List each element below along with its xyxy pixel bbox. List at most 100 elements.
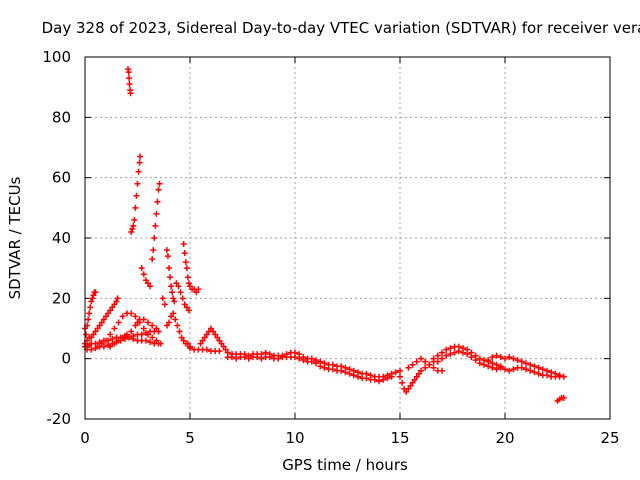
data-point	[535, 370, 542, 377]
x-tick-label: 15	[390, 429, 409, 447]
data-point	[124, 331, 130, 338]
data-point	[96, 322, 103, 329]
data-point	[119, 313, 126, 320]
data-point	[254, 354, 261, 361]
data-point	[127, 90, 134, 97]
y-tick-label: -20	[47, 410, 72, 428]
data-point	[182, 259, 189, 266]
data-point	[161, 301, 168, 308]
data-point	[107, 343, 114, 350]
data-point	[384, 375, 391, 382]
data-point	[135, 168, 142, 175]
data-point	[92, 289, 99, 296]
data-point	[132, 322, 139, 329]
data-point	[150, 247, 157, 254]
data-point	[489, 354, 496, 361]
data-point	[88, 346, 95, 353]
data-point	[506, 367, 513, 374]
data-point	[156, 180, 163, 187]
data-point	[203, 331, 210, 338]
data-point	[128, 328, 135, 335]
data-point	[94, 343, 101, 350]
data-point	[187, 283, 193, 290]
data-point	[222, 346, 229, 353]
y-tick-label: 20	[52, 289, 71, 307]
data-point	[434, 358, 441, 365]
data-point	[138, 265, 145, 272]
data-point	[149, 256, 156, 263]
data-point	[245, 355, 252, 362]
x-tick-label: 5	[185, 429, 195, 447]
data-point	[514, 357, 521, 364]
data-point	[152, 222, 159, 229]
data-point	[214, 334, 221, 341]
data-point	[172, 316, 179, 323]
data-point	[115, 337, 122, 344]
data-point	[518, 358, 525, 365]
data-point	[355, 373, 361, 380]
data-point	[212, 331, 219, 338]
data-point	[125, 69, 132, 76]
data-point	[181, 250, 188, 257]
data-point	[493, 366, 500, 373]
data-point	[114, 295, 121, 302]
data-point	[133, 192, 140, 199]
x-tick-label: 10	[285, 429, 304, 447]
data-point	[154, 198, 161, 205]
data-point	[411, 376, 418, 383]
data-point	[131, 216, 138, 223]
y-tick-label: 40	[52, 229, 71, 247]
data-point	[88, 334, 95, 341]
data-point	[195, 286, 202, 293]
data-point	[149, 322, 156, 329]
data-point	[258, 355, 265, 362]
data-point	[170, 310, 177, 317]
data-point	[175, 283, 182, 290]
data-point	[527, 367, 534, 374]
data-point	[89, 295, 96, 302]
data-point	[126, 81, 133, 88]
data-point	[485, 363, 492, 370]
data-point	[147, 339, 154, 346]
data-point	[468, 354, 475, 361]
data-point	[523, 360, 529, 367]
data-point	[147, 283, 154, 290]
data-point	[430, 355, 437, 362]
data-point	[164, 253, 171, 260]
data-point	[443, 352, 450, 359]
x-tick-label: 20	[495, 429, 514, 447]
y-tick-label: 100	[42, 48, 71, 66]
data-point	[233, 355, 240, 362]
data-point	[153, 210, 160, 217]
data-point	[157, 340, 164, 347]
data-point	[153, 337, 160, 344]
data-point	[149, 334, 156, 341]
data-point	[111, 301, 118, 308]
data-point	[142, 277, 149, 284]
data-point	[171, 298, 178, 305]
data-point	[145, 331, 151, 338]
data-point	[544, 372, 550, 379]
x-axis-label: GPS time / hours	[282, 456, 408, 474]
data-point	[197, 340, 204, 347]
data-point	[518, 364, 525, 371]
data-point	[229, 354, 235, 361]
data-point	[392, 369, 399, 376]
data-point	[155, 186, 162, 193]
data-point	[407, 382, 414, 389]
data-point	[493, 352, 500, 359]
data-point	[170, 295, 177, 302]
data-point	[296, 355, 303, 362]
data-point	[134, 319, 141, 326]
data-point	[218, 340, 225, 347]
data-point	[151, 235, 158, 241]
data-point	[415, 370, 422, 377]
data-point	[523, 366, 529, 373]
data-point	[418, 367, 424, 374]
data-point	[426, 361, 433, 368]
data-point	[113, 298, 120, 305]
data-point	[376, 378, 382, 385]
data-point	[163, 247, 170, 254]
data-point	[107, 331, 114, 338]
